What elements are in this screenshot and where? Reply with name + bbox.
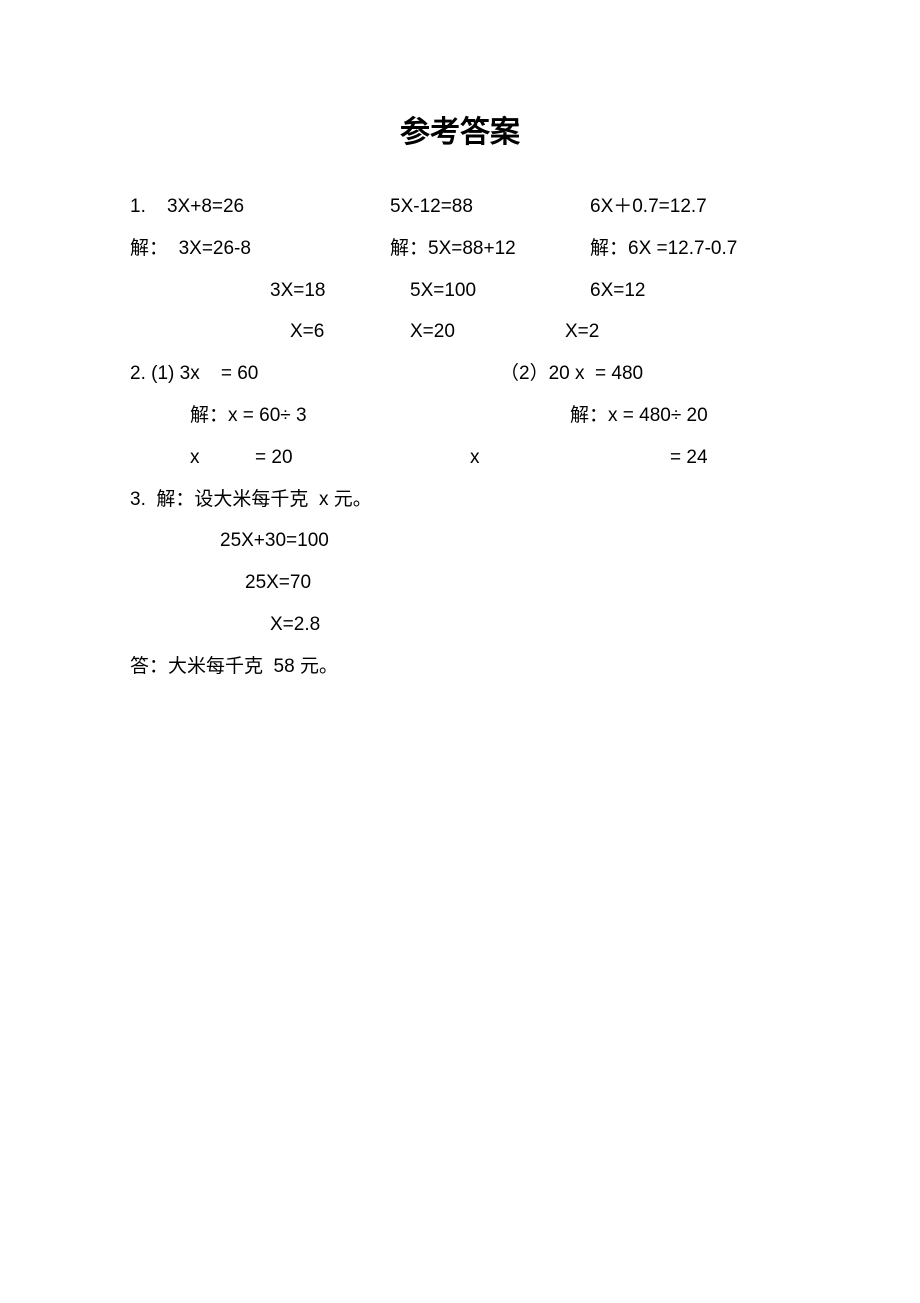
p1-num: 1. [130, 196, 146, 217]
p1s1-col2: 解：5X=88+12 [390, 228, 590, 270]
p1s1-col1: 解： 3X=26-8 [130, 228, 390, 270]
p1s1-label1: 解： [130, 238, 168, 259]
p1s2-eq3: 6X=12 [590, 270, 645, 312]
p1s2-eq1: 3X=18 [270, 270, 410, 312]
p2h-num2: （2）20 x [500, 363, 584, 384]
problem1-step3: X=6 X=20 X=2 [130, 311, 790, 353]
problem3-header: 3. 解：设大米每千克 x 元。 [130, 479, 790, 521]
p2s2-eq2: = 24 [670, 437, 708, 479]
p2s2-x1: x [190, 437, 255, 479]
p2h-eq2: = 480 [595, 363, 643, 384]
p2h-col2: （2）20 x = 480 [500, 353, 643, 395]
p1-eq3: 6X＋0.7=12.7 [590, 186, 707, 228]
p2s2-eq1: = 20 [255, 437, 470, 479]
p3s3-text: X=2.8 [270, 604, 320, 646]
page-title: 参考答案 [130, 100, 790, 166]
p2s1-col2: 解：x = 480÷ 20 [570, 395, 708, 437]
p2s1-col1: 解：x = 60÷ 3 [190, 395, 570, 437]
p1s3-eq2: X=20 [410, 311, 565, 353]
p2h-num: 2. (1) 3x [130, 363, 200, 384]
p1-eq2: 5X-12=88 [390, 186, 590, 228]
problem1-step1: 解： 3X=26-8 解：5X=88+12 解：6X =12.7-0.7 [130, 228, 790, 270]
p1-eq1: 3X+8=26 [167, 196, 244, 217]
p2h-eq1: = 60 [221, 363, 259, 384]
p1-num-eq1: 1. 3X+8=26 [130, 186, 390, 228]
p2s2-x2: x [470, 437, 670, 479]
p1s1-col3: 解：6X =12.7-0.7 [590, 228, 737, 270]
p3s1-text: 25X+30=100 [220, 520, 329, 562]
answer-text: 答：大米每千克 58 元。 [130, 646, 338, 688]
p2h-col1: 2. (1) 3x = 60 [130, 353, 500, 395]
problem1-step2: 3X=18 5X=100 6X=12 [130, 270, 790, 312]
problem3-step2: 25X=70 [130, 562, 790, 604]
p3h-text: 3. 解：设大米每千克 x 元。 [130, 479, 372, 521]
problem1-header: 1. 3X+8=26 5X-12=88 6X＋0.7=12.7 [130, 186, 790, 228]
p1s1-eq1: 3X=26-8 [179, 238, 251, 259]
p1s2-eq2: 5X=100 [410, 270, 590, 312]
answer-line: 答：大米每千克 58 元。 [130, 646, 790, 688]
p1s3-eq3: X=2 [565, 311, 599, 353]
problem3-step3: X=2.8 [130, 604, 790, 646]
problem2-step1: 解：x = 60÷ 3 解：x = 480÷ 20 [130, 395, 790, 437]
problem2-header: 2. (1) 3x = 60 （2）20 x = 480 [130, 353, 790, 395]
problem2-step2: x = 20 x = 24 [130, 437, 790, 479]
p1s3-eq1: X=6 [290, 311, 410, 353]
problem3-step1: 25X+30=100 [130, 520, 790, 562]
p3s2-text: 25X=70 [245, 562, 311, 604]
